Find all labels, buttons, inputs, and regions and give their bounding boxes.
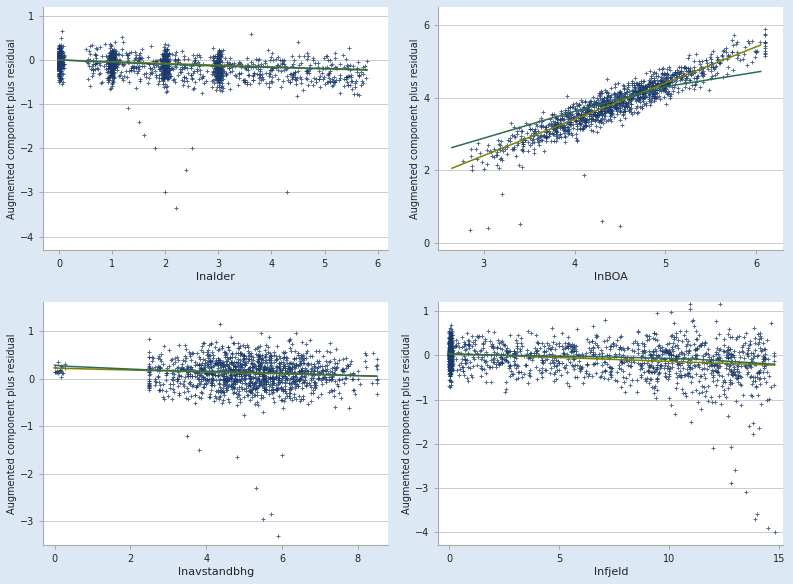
X-axis label: lnBOA: lnBOA xyxy=(594,272,628,281)
X-axis label: lnavstandbhg: lnavstandbhg xyxy=(178,567,254,577)
Y-axis label: Augmented component plus residual: Augmented component plus residual xyxy=(402,333,412,514)
X-axis label: lnfjeld: lnfjeld xyxy=(594,567,628,577)
Y-axis label: Augmented component plus residual: Augmented component plus residual xyxy=(7,333,17,514)
Y-axis label: Augmented component plus residual: Augmented component plus residual xyxy=(410,38,420,218)
Y-axis label: Augmented component plus residual: Augmented component plus residual xyxy=(7,38,17,218)
X-axis label: lnalder: lnalder xyxy=(196,272,235,281)
